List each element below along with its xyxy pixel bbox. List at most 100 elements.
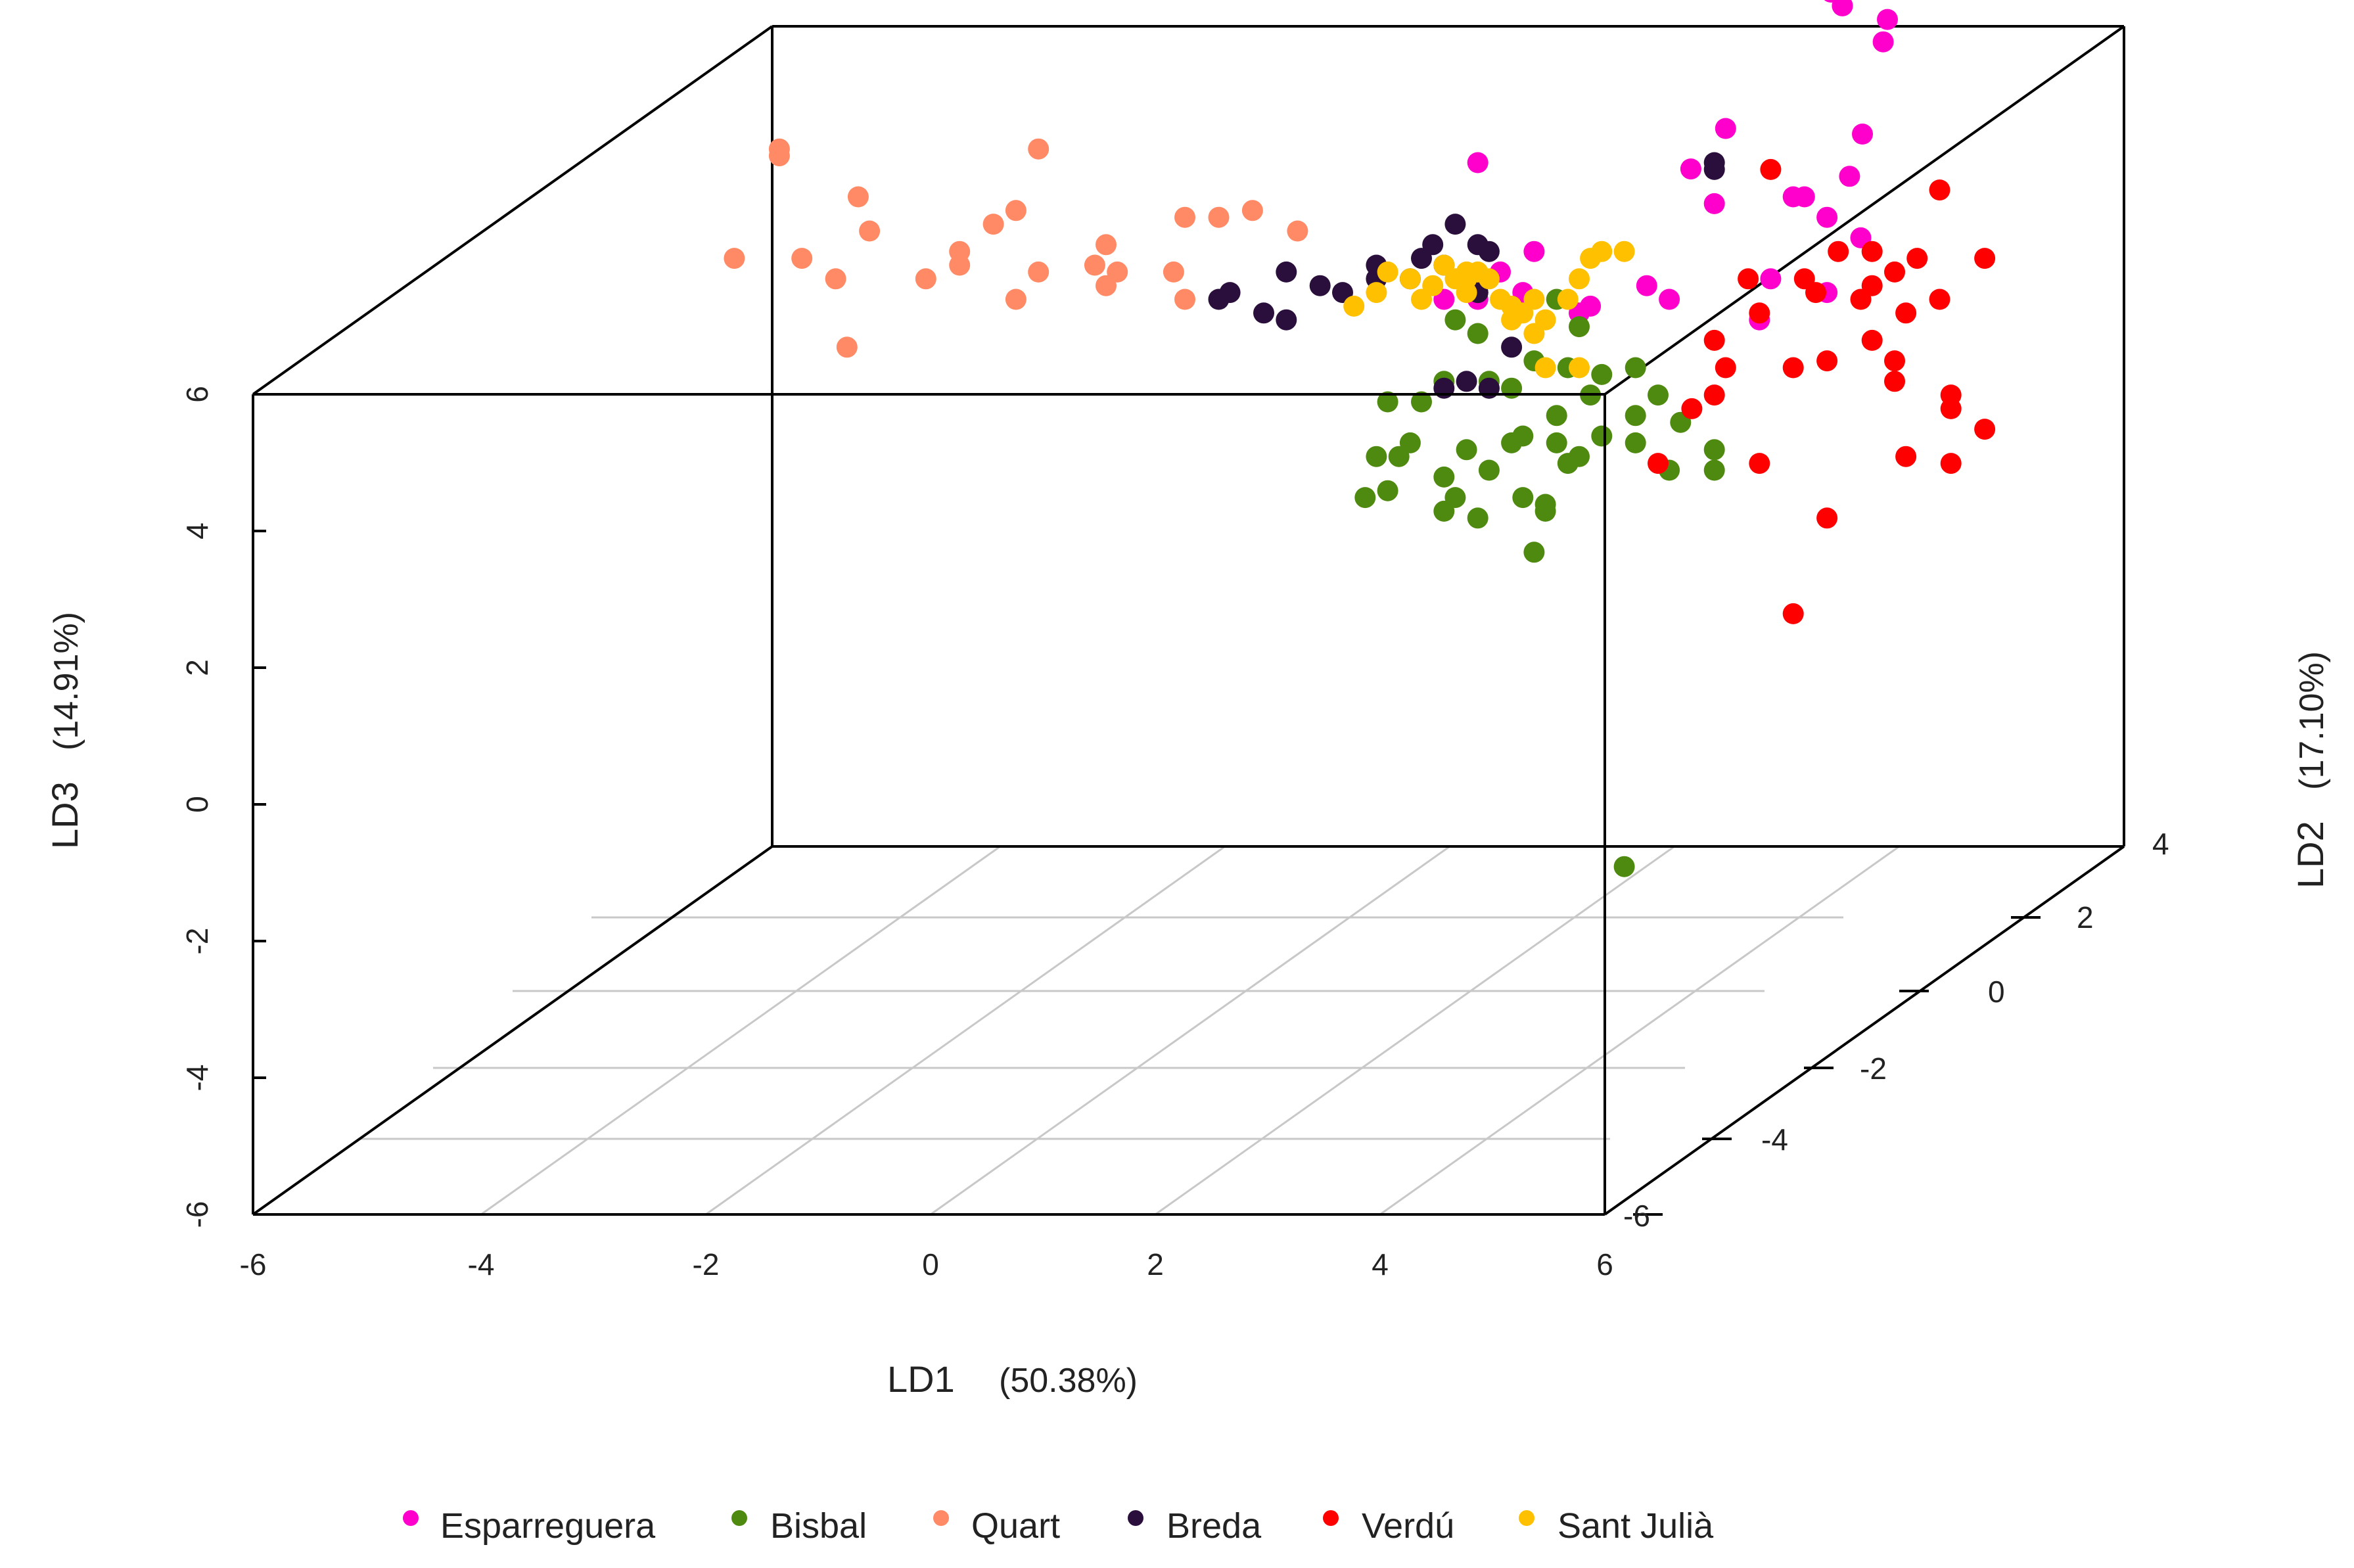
data-point (1816, 206, 1838, 228)
z-axis-tick-labels: 6 4 2 0 -2 -4 -6 (180, 386, 214, 1228)
data-point (1411, 288, 1432, 310)
data-point (1580, 295, 1602, 317)
data-point (1703, 439, 1725, 461)
data-point (1174, 206, 1195, 228)
data-point (1399, 268, 1421, 290)
data-point (1850, 288, 1872, 310)
data-point (859, 220, 881, 242)
data-point (1906, 248, 1928, 269)
data-point (1839, 166, 1860, 187)
data-point (1276, 309, 1297, 331)
legend-marker (1323, 1510, 1339, 1526)
data-point (1366, 282, 1387, 304)
x-tick-label: 4 (1372, 1247, 1389, 1281)
z-axis-ticks (253, 393, 266, 1216)
series-sant-juli- (1343, 241, 1635, 379)
z-axis-title: LD3 (14.91%) (44, 612, 85, 849)
data-point (1569, 268, 1590, 290)
data-point (1219, 282, 1241, 304)
data-point (1738, 268, 1759, 290)
data-point (791, 248, 813, 269)
x-tick-label: -6 (240, 1247, 267, 1281)
data-point (1557, 288, 1579, 310)
data-point (1478, 268, 1500, 290)
series-breda (1208, 152, 1725, 399)
y-axis-ticks (1633, 916, 2041, 1216)
legend-item-verdu: Verdú (1323, 1506, 1454, 1546)
data-point (1636, 275, 1657, 296)
data-point (1749, 453, 1770, 474)
data-point (1512, 425, 1534, 447)
data-point (1005, 200, 1027, 221)
data-point (915, 268, 936, 290)
data-point (1591, 241, 1613, 262)
data-point (1681, 398, 1703, 419)
data-point (1028, 261, 1050, 283)
legend-label: Bisbal (770, 1506, 867, 1546)
floor-gridline-x-1 (480, 845, 1001, 1216)
floor-gridline-x-2 (705, 845, 1226, 1216)
data-point (825, 268, 846, 290)
data-point (1884, 350, 1905, 372)
legend-label: Esparreguera (440, 1506, 656, 1546)
data-point (1456, 439, 1477, 461)
x-tick-label: -4 (468, 1247, 495, 1281)
legend-marker (1519, 1510, 1535, 1526)
data-point (1411, 391, 1432, 413)
data-point (1613, 856, 1635, 877)
top-left-depth-edge (252, 25, 773, 396)
data-point (1703, 329, 1725, 351)
points-layer (724, 0, 1996, 877)
data-point (1377, 261, 1398, 283)
x-tick-label: -2 (693, 1247, 720, 1281)
x-tick-label: 0 (922, 1247, 939, 1281)
data-point (1433, 500, 1455, 522)
data-point (1828, 241, 1849, 262)
data-point (1253, 302, 1274, 324)
legend-item-breda: Breda (1128, 1506, 1262, 1546)
y-tick-label: 0 (1988, 975, 2005, 1009)
data-point (1467, 152, 1489, 173)
y-tick-label: 4 (2152, 827, 2169, 861)
data-point (1557, 453, 1579, 474)
data-point (1107, 261, 1128, 283)
legend: Esparreguera Bisbal Quart Breda Verdú Sa… (403, 1506, 1714, 1546)
z-tick-label: -2 (180, 928, 214, 955)
legend-item-sant-julia: Sant Julià (1519, 1506, 1714, 1546)
x-axis-label: LD1 (887, 1358, 955, 1400)
data-point (1782, 603, 1804, 624)
z-tick-label: 0 (180, 796, 214, 813)
data-point (1523, 323, 1545, 344)
back-box-edges (252, 25, 2125, 1216)
data-point (1241, 200, 1263, 221)
z-tick-label: 4 (180, 522, 214, 540)
data-point (1703, 193, 1725, 214)
data-point (1535, 494, 1556, 515)
legend-marker (1128, 1510, 1143, 1526)
data-point (1659, 288, 1680, 310)
data-point (1816, 507, 1838, 529)
data-point (1703, 152, 1725, 173)
data-point (1625, 405, 1646, 427)
data-point (1703, 459, 1725, 481)
data-point (1760, 158, 1782, 180)
data-point (1535, 357, 1556, 379)
data-point (1929, 288, 1950, 310)
data-point (1884, 371, 1905, 392)
legend-item-quart: Quart (933, 1506, 1060, 1546)
data-point (1028, 138, 1050, 160)
data-point (1625, 357, 1646, 379)
data-point (1523, 241, 1545, 262)
data-point (1467, 323, 1489, 344)
data-point (1861, 241, 1883, 262)
data-point (1005, 288, 1027, 310)
z-tick-label: 2 (180, 659, 214, 676)
data-point (1625, 432, 1646, 453)
data-point (1591, 425, 1613, 447)
y-tick-label: -6 (1623, 1199, 1650, 1233)
data-point (1680, 158, 1701, 180)
y-axis-label: LD2 (2290, 821, 2331, 888)
data-point (1715, 118, 1736, 139)
data-point (1309, 275, 1331, 296)
